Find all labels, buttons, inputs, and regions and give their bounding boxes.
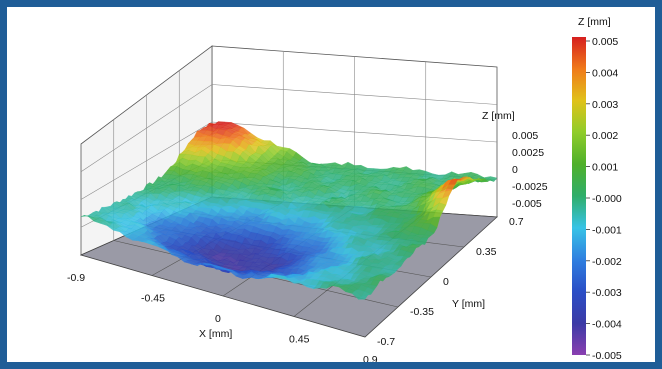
y-tick-label: -0.35 xyxy=(410,306,434,318)
x-axis-label: X [mm] xyxy=(199,328,232,340)
y-tick-label: -0.7 xyxy=(377,336,395,348)
axis-ticks: -0.9 -0.45 0 0.45 0.9 X [mm] 0.7 0.35 0 -0.35 -0.7… xyxy=(67,110,548,362)
z-tick-label: 0.0025 xyxy=(512,147,544,159)
surface-facet xyxy=(358,294,369,300)
z-axis-label: Z [mm] xyxy=(482,110,515,122)
colorbar-gradient xyxy=(572,37,586,355)
colorbar-tick-label: -0.005 xyxy=(592,350,622,362)
grid-line xyxy=(80,121,498,200)
colorbar-tick-label: -0.003 xyxy=(592,287,622,299)
x-tick-label: 0.9 xyxy=(363,354,378,362)
chart-panel: -0.9 -0.45 0 0.45 0.9 X [mm] 0.7 0.35 0 -0.35 -0.7… xyxy=(7,7,655,362)
colorbar-tick-label: 0.005 xyxy=(592,36,618,48)
colorbar-tick-label: -0.001 xyxy=(592,224,622,236)
y-tick-label: 0.7 xyxy=(509,216,524,228)
colorbar-tick-label: -0.004 xyxy=(592,319,622,331)
x-tick-label: 0.45 xyxy=(289,334,310,346)
colorbar-tick-label: 0.004 xyxy=(592,67,618,79)
y-tick-label: 0.35 xyxy=(476,246,497,258)
z-tick-label: 0 xyxy=(512,164,518,176)
x-tick-label: 0 xyxy=(215,313,221,325)
grid-line xyxy=(80,84,498,172)
colorbar: Z [mm] 0.005 0.004 0.003 0.002 0.001 -0.000 -0… xyxy=(572,16,622,362)
z-tick-label: -0.0025 xyxy=(512,181,548,193)
z-tick-label: 0.005 xyxy=(512,130,538,142)
x-tick-label: -0.9 xyxy=(67,272,85,284)
y-axis-label: Y [mm] xyxy=(452,298,485,310)
colorbar-tick-label: -0.002 xyxy=(592,256,622,268)
z-tick-label: -0.005 xyxy=(512,198,542,210)
colorbar-tick-label: -0.000 xyxy=(592,193,622,205)
colorbar-tick-label: 0.002 xyxy=(592,130,618,142)
colorbar-tick-label: 0.001 xyxy=(592,162,618,174)
colorbar-tick-label: 0.003 xyxy=(592,99,618,111)
y-tick-label: 0 xyxy=(443,276,449,288)
surface-plot: -0.9 -0.45 0 0.45 0.9 X [mm] 0.7 0.35 0 -0.35 -0.7… xyxy=(67,16,622,362)
surface xyxy=(80,121,498,300)
colorbar-title: Z [mm] xyxy=(578,16,611,28)
x-tick-label: -0.45 xyxy=(141,293,165,305)
